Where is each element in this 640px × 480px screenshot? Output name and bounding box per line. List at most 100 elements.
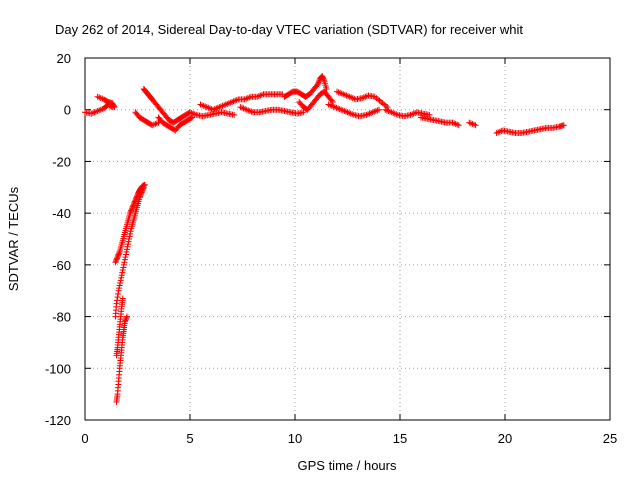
y-tick-label: -80 [52, 310, 71, 325]
data-point [125, 238, 132, 245]
data-point [300, 109, 307, 116]
data-point [152, 120, 159, 127]
data-point [131, 198, 138, 205]
data-point [319, 74, 326, 81]
data-point [114, 255, 121, 262]
x-tick-label: 20 [498, 431, 512, 446]
data-point [320, 75, 327, 82]
data-point [129, 204, 136, 211]
data-point [472, 122, 479, 129]
data-point [115, 287, 122, 294]
x-tick-label: 15 [393, 431, 407, 446]
data-point [121, 259, 128, 266]
data-point [116, 250, 123, 257]
plot-frame [84, 57, 611, 421]
data-point [452, 120, 459, 127]
data-point [132, 195, 139, 202]
data-point [116, 285, 123, 292]
chart-title: Day 262 of 2014, Sidereal Day-to-day VTE… [55, 22, 523, 37]
data-point [244, 95, 251, 102]
data-point [189, 114, 196, 121]
data-point [113, 300, 120, 307]
data-point [118, 272, 125, 279]
data-point [455, 122, 462, 129]
data-point [112, 259, 119, 266]
x-tick-label: 25 [603, 431, 617, 446]
y-tick-labels: -120 -100 -80 -60 -40 -20 0 20 [45, 51, 71, 428]
data-point [469, 120, 476, 127]
data-point [126, 236, 133, 242]
x-tick-label: 5 [186, 431, 193, 446]
data-point [117, 279, 124, 286]
data-point [114, 294, 121, 301]
data-point [119, 269, 126, 276]
data-point [123, 314, 130, 321]
data-point [560, 122, 567, 129]
data-point [328, 97, 335, 104]
y-tick-label: 20 [57, 51, 71, 66]
data-point [110, 103, 117, 110]
data-point [121, 256, 128, 263]
data-point [127, 230, 134, 237]
data-point [127, 210, 134, 217]
y-tick-label: -40 [52, 206, 71, 221]
data-point [124, 246, 130, 253]
data-point [112, 257, 119, 264]
x-tick-labels: 0 5 10 15 20 25 [81, 431, 617, 446]
y-tick-label: -100 [45, 361, 71, 376]
data-point [113, 256, 120, 263]
data-point [122, 317, 129, 324]
data-point [316, 78, 323, 85]
data-point [128, 207, 135, 214]
data-point [127, 208, 134, 215]
data-point [115, 252, 122, 259]
data-point [133, 194, 140, 201]
data-point [125, 241, 132, 248]
data-point [117, 277, 124, 284]
data-point [376, 106, 382, 113]
data-point [141, 181, 148, 188]
data-point [426, 111, 433, 118]
data-point [129, 203, 136, 210]
data-point [111, 104, 118, 111]
data-point [127, 228, 134, 235]
data-point [130, 202, 137, 209]
data-point [124, 243, 131, 250]
y-tick-label: -120 [45, 413, 71, 428]
data-point [329, 98, 336, 105]
data-point [315, 80, 322, 87]
data-point [116, 282, 123, 289]
y-axis-label: SDTVAR / TECUs [6, 186, 21, 291]
data-point [134, 192, 141, 199]
data-point [120, 261, 127, 268]
data-point [130, 201, 137, 208]
y-tick-label: -20 [52, 154, 71, 169]
data-point [115, 251, 122, 258]
data-point [319, 73, 326, 80]
data-point [122, 251, 129, 258]
data-point [122, 254, 129, 261]
data-point [123, 248, 130, 255]
y-tick-label: -60 [52, 258, 71, 273]
data-point [128, 206, 135, 213]
data-point [131, 199, 138, 206]
data-point [120, 264, 127, 271]
data-point [231, 111, 238, 118]
data-points [82, 73, 567, 405]
x-axis-label: GPS time / hours [298, 458, 397, 473]
y-tick-label: 0 [64, 103, 71, 118]
x-tick-label: 10 [288, 431, 302, 446]
x-tick-label: 0 [81, 431, 88, 446]
axis-ticks [84, 57, 611, 421]
data-point [115, 290, 122, 297]
data-point [188, 115, 195, 122]
data-point [124, 313, 130, 320]
data-point [315, 79, 322, 86]
data-point [114, 297, 121, 304]
data-point [132, 197, 139, 204]
data-point [114, 254, 121, 261]
data-point [119, 295, 126, 302]
data-point [257, 92, 264, 99]
data-point [122, 316, 129, 323]
